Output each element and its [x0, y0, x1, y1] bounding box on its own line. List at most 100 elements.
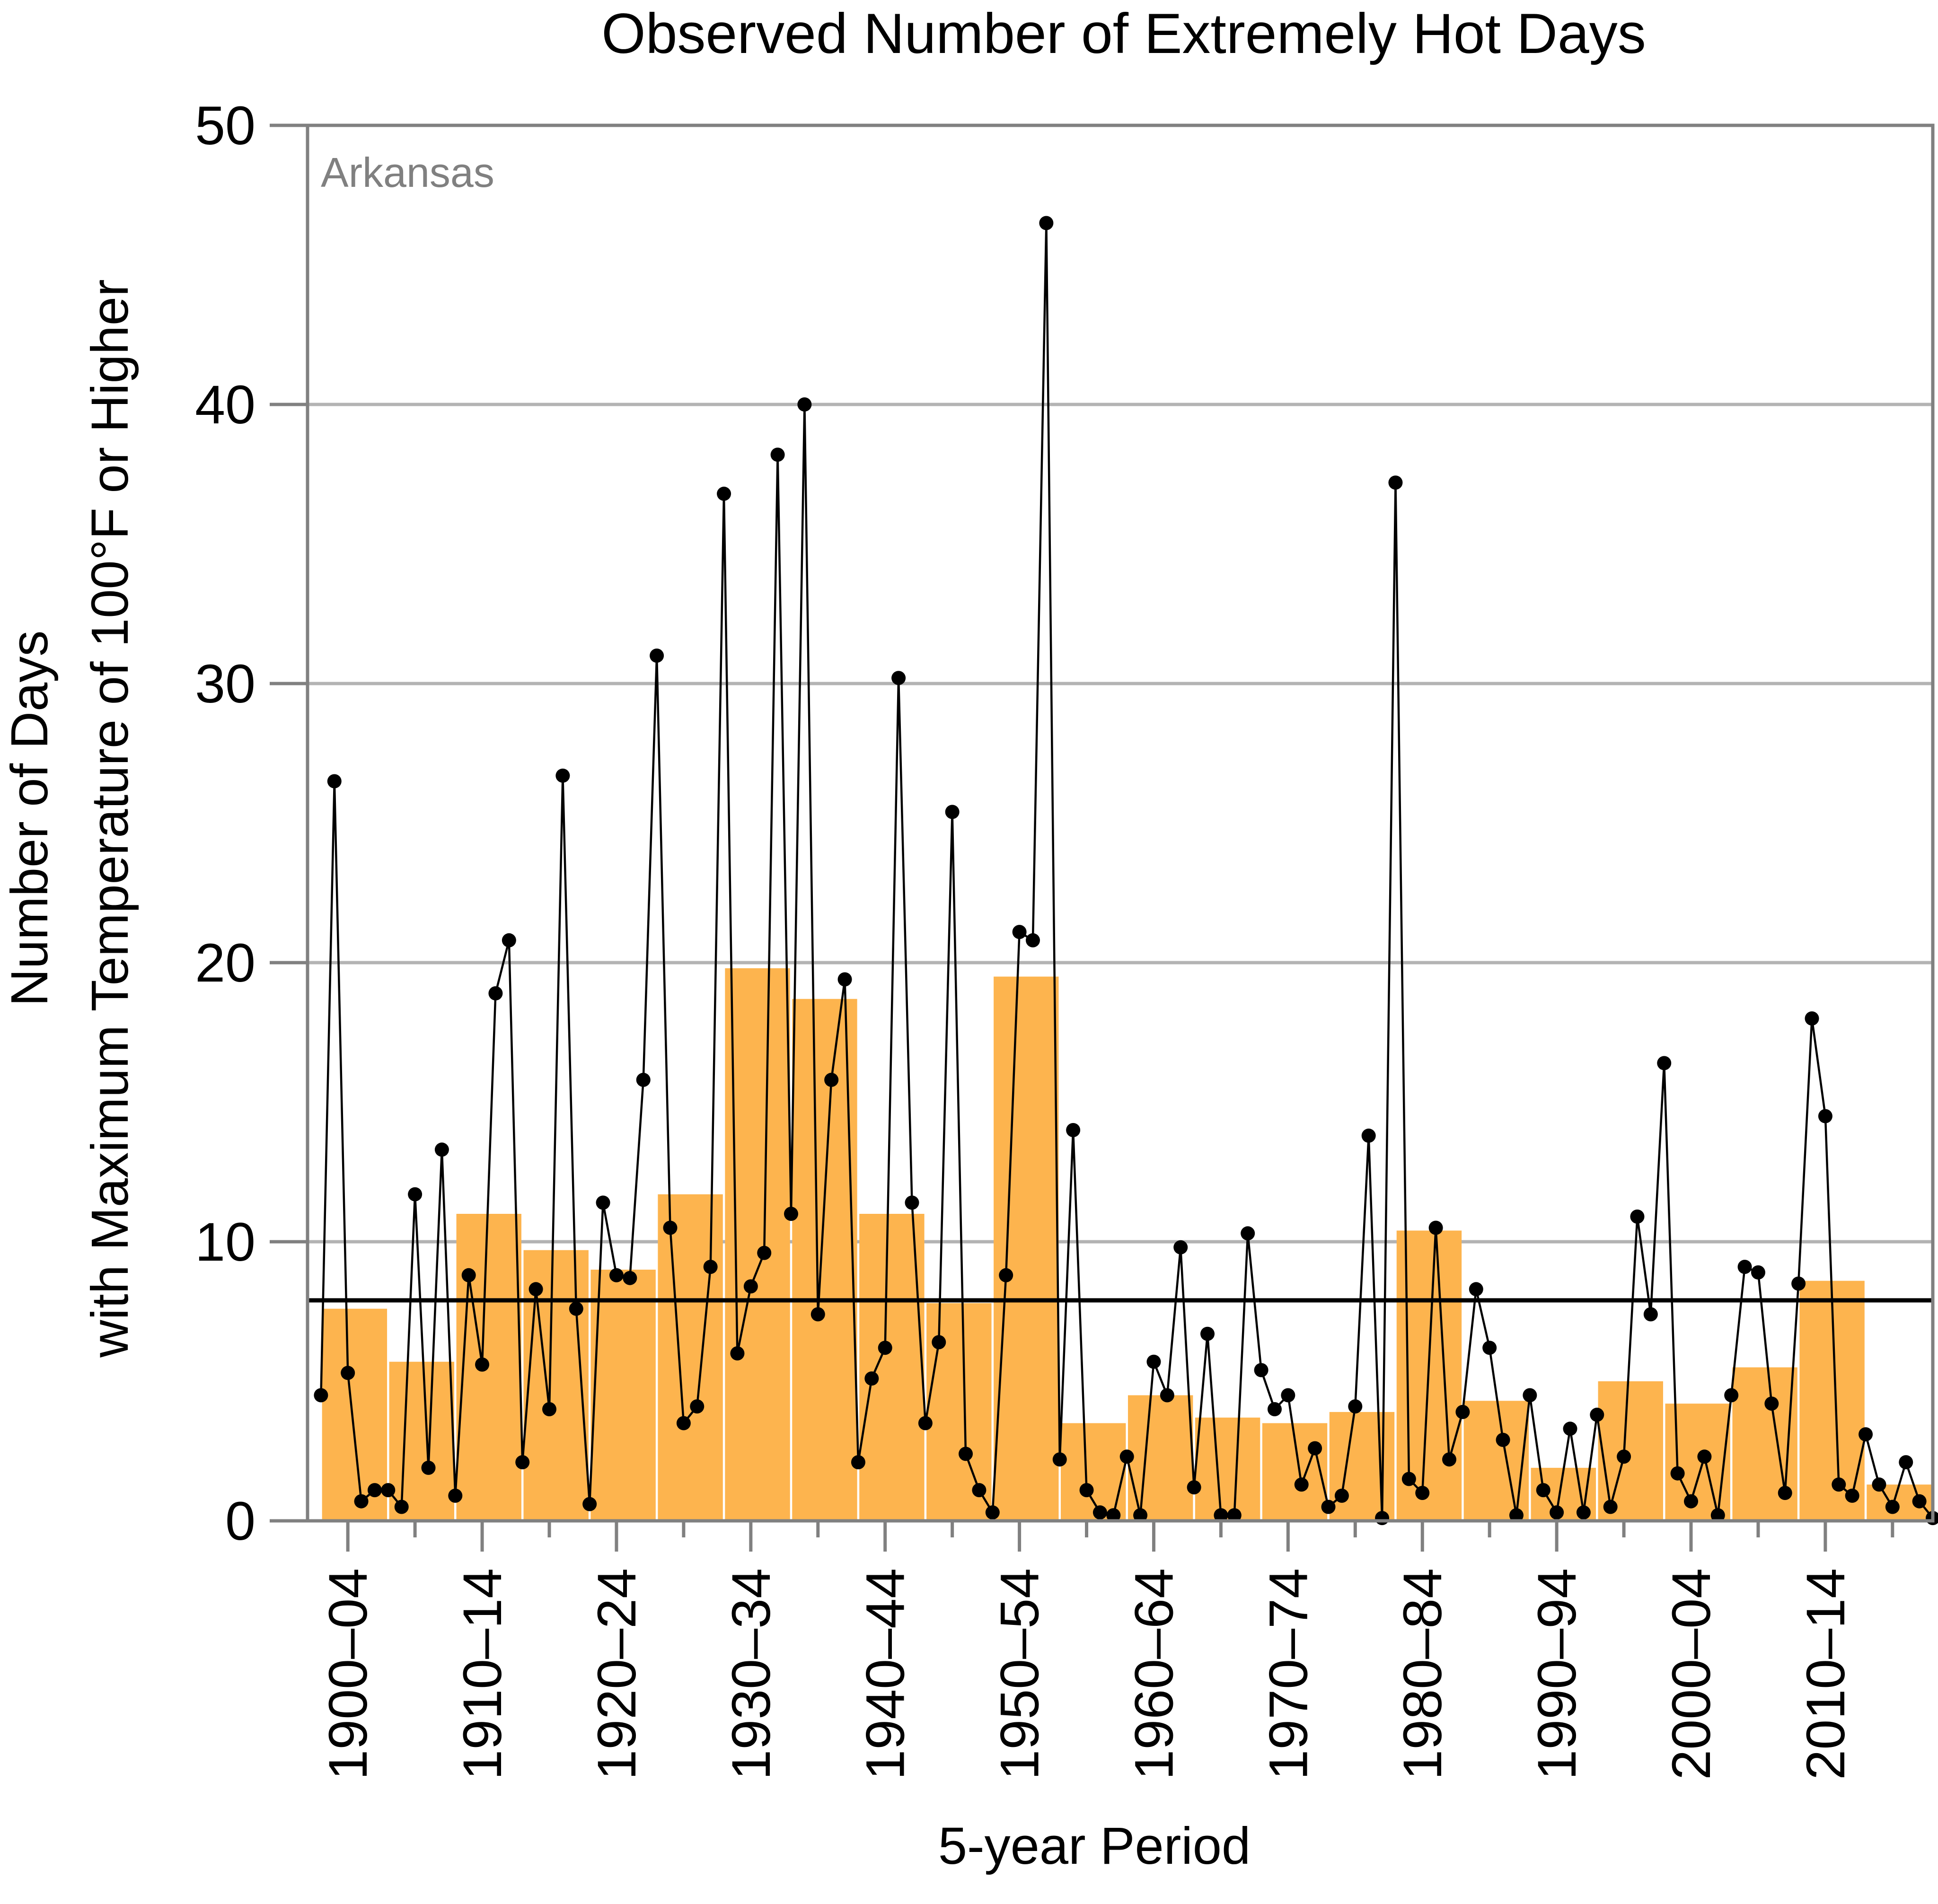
annual-point: [1106, 1508, 1121, 1523]
y-tick-label: 50: [195, 96, 255, 156]
x-tick-label: 1970–74: [1258, 1568, 1319, 1780]
annual-point: [1724, 1388, 1739, 1403]
annual-point: [1563, 1421, 1577, 1436]
annual-point: [475, 1357, 490, 1372]
annual-point: [1818, 1109, 1832, 1123]
annual-point: [636, 1072, 651, 1087]
annual-point: [1670, 1466, 1685, 1481]
annual-point: [1482, 1341, 1497, 1355]
y-tick-label: 30: [195, 654, 255, 714]
annual-point: [1428, 1220, 1443, 1235]
x-tick-label: 2000–04: [1661, 1568, 1722, 1780]
annual-point: [1119, 1449, 1134, 1464]
axes: 0 10 20 30 40 50 1900–04 1910–14 1920–24 1930–34 1…: [195, 96, 1935, 1780]
annual-point: [1791, 1276, 1806, 1291]
annual-point: [1832, 1477, 1846, 1492]
annual-point: [354, 1494, 369, 1509]
annual-point: [1912, 1494, 1927, 1509]
annual-point: [1576, 1505, 1591, 1520]
x-tick-label: 1920–24: [587, 1568, 647, 1780]
y-tick-label: 0: [225, 1491, 255, 1552]
annual-point: [905, 1195, 919, 1210]
bars: [322, 968, 1932, 1521]
annual-point: [1630, 1209, 1645, 1224]
y-tick-label: 10: [195, 1212, 255, 1272]
annual-point: [1496, 1432, 1510, 1447]
annual-point: [1227, 1508, 1242, 1523]
annual-point: [717, 486, 731, 501]
x-tick-label: 1900–04: [318, 1568, 379, 1780]
period-bar: [1463, 1401, 1529, 1521]
annual-point: [851, 1455, 865, 1470]
annual-point: [1267, 1402, 1282, 1416]
period-bar: [1128, 1395, 1193, 1521]
annual-point: [797, 397, 812, 412]
annual-point: [1684, 1494, 1699, 1509]
x-tick-label: 1950–54: [990, 1568, 1050, 1780]
annual-point: [1509, 1508, 1524, 1523]
annual-point: [743, 1279, 758, 1294]
annual-point: [1415, 1486, 1430, 1500]
annual-series: [314, 216, 1938, 1526]
annual-point: [1590, 1407, 1604, 1422]
annual-point: [1052, 1452, 1067, 1467]
annual-point: [1899, 1455, 1913, 1470]
y-tick-label: 40: [195, 375, 255, 435]
annual-point: [1388, 475, 1403, 490]
x-tick-label: 1910–14: [452, 1568, 513, 1780]
annual-point: [1778, 1486, 1792, 1500]
annual-point: [1039, 216, 1054, 230]
grid-lines: [308, 403, 1933, 1244]
annual-point: [381, 1483, 396, 1498]
annual-point: [1066, 1123, 1081, 1137]
annual-point: [367, 1483, 382, 1498]
annual-point: [1308, 1441, 1322, 1456]
annual-point: [1523, 1388, 1537, 1403]
annual-point: [1805, 1011, 1819, 1026]
annual-point: [1455, 1404, 1470, 1419]
annual-point: [1442, 1452, 1457, 1467]
annual-point: [408, 1187, 423, 1202]
annual-point: [1173, 1240, 1188, 1255]
period-bar: [1195, 1417, 1260, 1521]
chart-title: Observed Number of Extremely Hot Days: [601, 2, 1646, 65]
annual-point: [461, 1268, 476, 1282]
annual-point: [1697, 1449, 1712, 1464]
annual-point: [1361, 1128, 1376, 1143]
annual-point: [1859, 1427, 1873, 1442]
annual-point: [1092, 1505, 1107, 1520]
annual-point: [1187, 1480, 1201, 1495]
annual-point: [1241, 1226, 1255, 1241]
annual-point: [314, 1388, 328, 1403]
annual-point: [824, 1072, 839, 1087]
annual-point: [1401, 1472, 1416, 1486]
annual-point: [596, 1195, 610, 1210]
annual-point: [891, 671, 906, 685]
annual-point: [1348, 1399, 1363, 1414]
annual-point: [972, 1483, 987, 1498]
state-annotation: Arkansas: [321, 149, 494, 196]
annual-point: [1334, 1488, 1349, 1503]
x-tick-label: 1930–34: [721, 1568, 782, 1780]
annual-point: [1737, 1260, 1752, 1274]
annual-point: [502, 933, 516, 948]
annual-point: [1012, 925, 1027, 939]
annual-point: [837, 972, 852, 987]
annual-point: [1617, 1449, 1631, 1464]
annual-point: [945, 805, 960, 819]
annual-point: [1643, 1307, 1658, 1322]
period-bar: [658, 1194, 723, 1521]
annual-point: [1764, 1396, 1779, 1411]
period-bar: [590, 1270, 656, 1521]
annual-point: [1751, 1265, 1765, 1280]
annual-point: [1281, 1388, 1295, 1403]
annual-point: [918, 1416, 933, 1430]
annual-point: [1710, 1508, 1725, 1523]
annual-point: [623, 1271, 637, 1285]
annual-point: [1469, 1282, 1483, 1297]
annual-point: [529, 1282, 543, 1297]
annual-point: [341, 1366, 355, 1380]
x-tick-label: 1960–64: [1124, 1568, 1184, 1780]
